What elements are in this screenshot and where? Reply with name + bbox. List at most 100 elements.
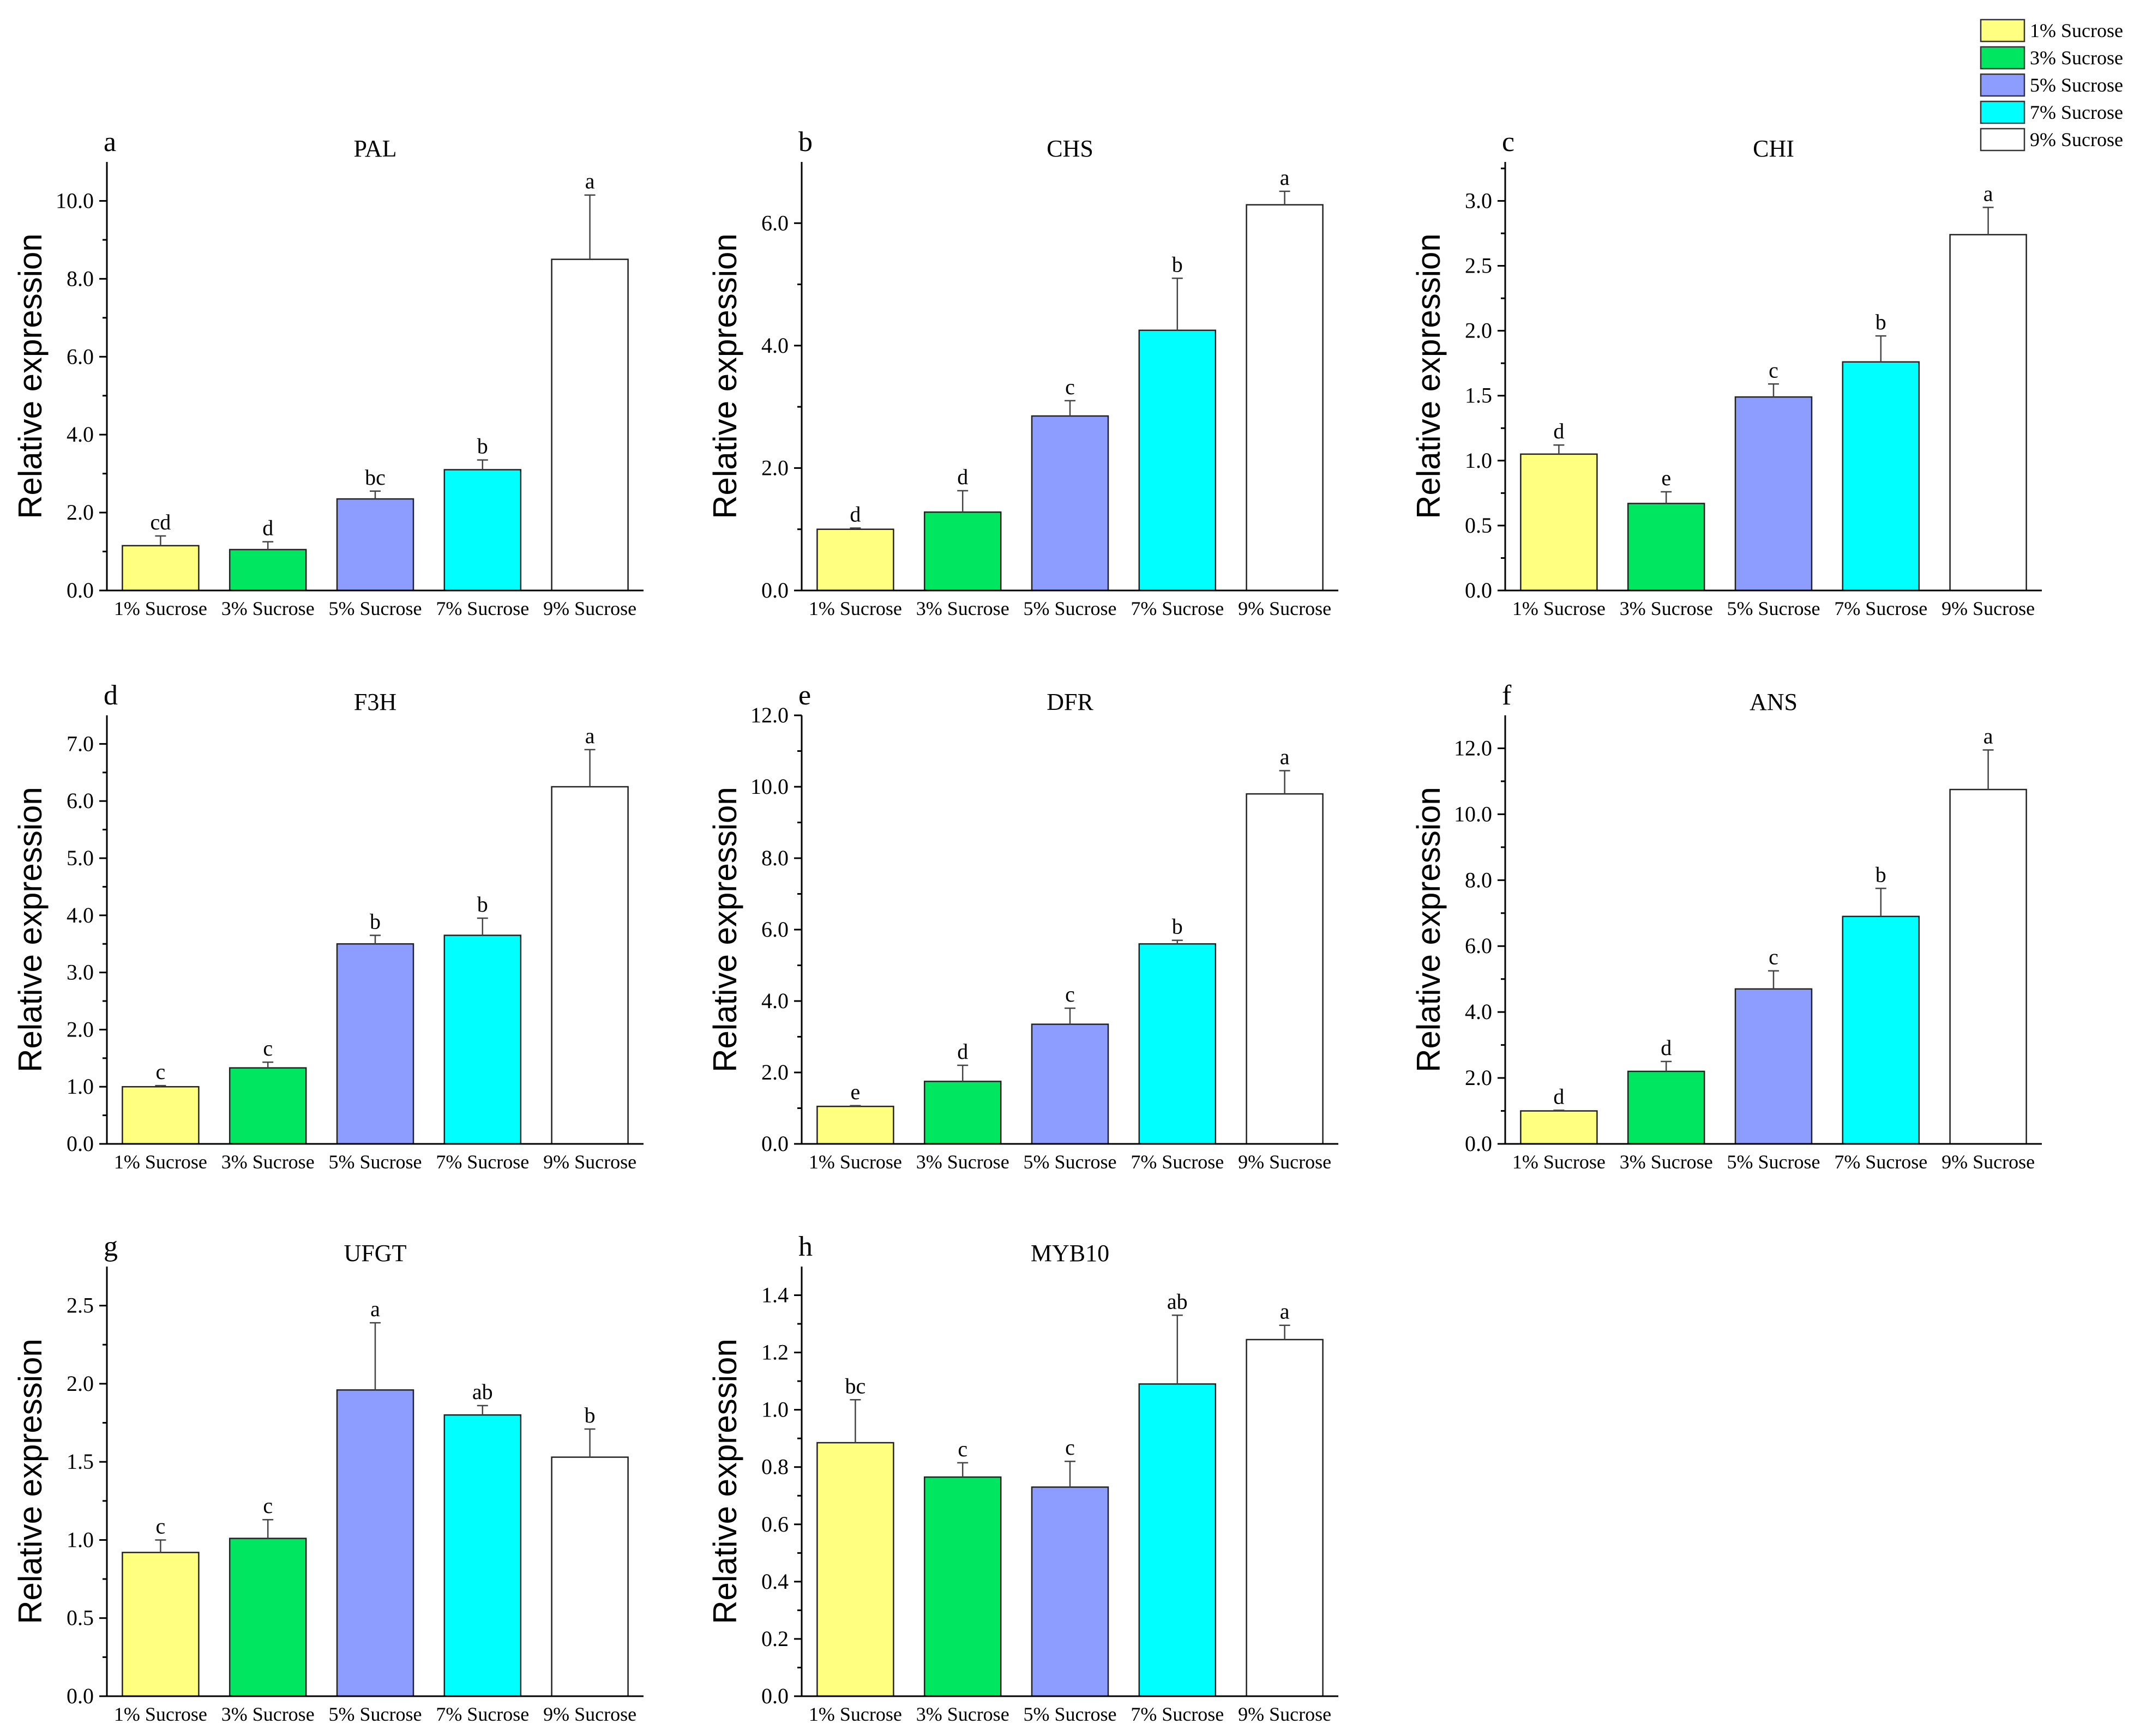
x-tick-label: 5% Sucrose <box>1727 1151 1820 1173</box>
bar-group: c 3% Sucrose <box>221 1036 315 1173</box>
bar-group: d 1% Sucrose <box>1512 419 1606 619</box>
y-tick-label: 0.0 <box>67 578 94 602</box>
significance-letter: d <box>1661 1035 1672 1060</box>
bar-group: a 9% Sucrose <box>543 169 636 619</box>
significance-letter: a <box>1983 181 1993 206</box>
bar <box>923 511 1002 592</box>
y-tick-label: 0.0 <box>67 1131 94 1156</box>
y-tick-label: 4.0 <box>67 422 94 447</box>
legend-item: 3% Sucrose <box>1980 46 2123 70</box>
bar <box>443 469 522 592</box>
y-axis-label: Relative expression <box>707 787 743 1072</box>
significance-letter: ab <box>472 1379 493 1404</box>
bar <box>816 1105 894 1145</box>
y-tick-label: 1.0 <box>67 1527 94 1552</box>
chart-title: F3H <box>354 689 396 715</box>
x-tick-label: 7% Sucrose <box>1834 1151 1927 1173</box>
chart-title: ANS <box>1750 689 1798 715</box>
bar <box>336 1389 414 1697</box>
bar <box>443 935 522 1145</box>
panel-e: e DFR Relative expression 0.0 2.0 4.0 6.0 8.0 10… <box>707 680 1338 1173</box>
y-tick-label: 4.0 <box>67 903 94 927</box>
bar <box>1734 988 1813 1145</box>
significance-letter: d <box>957 465 968 489</box>
y-tick-label: 0.4 <box>761 1569 789 1594</box>
bar <box>229 1067 307 1145</box>
y-tick-label: 10.0 <box>1454 801 1492 826</box>
y-tick-label: 1.5 <box>67 1449 94 1474</box>
significance-letter: c <box>958 1437 967 1461</box>
bar <box>229 548 307 592</box>
bar-group: cd 1% Sucrose <box>114 510 207 619</box>
significance-letter: c <box>156 1514 166 1538</box>
bar <box>1246 204 1324 592</box>
bar-group: d 1% Sucrose <box>1512 1084 1606 1173</box>
significance-letter: a <box>1280 1299 1290 1324</box>
legend-label: 7% Sucrose <box>2030 101 2123 123</box>
bar-group: d 1% Sucrose <box>809 502 902 619</box>
panel-letter: a <box>104 126 116 158</box>
significance-letter: d <box>850 502 861 526</box>
bar-group: bc 1% Sucrose <box>809 1373 902 1725</box>
bar-group: d 3% Sucrose <box>916 465 1009 619</box>
significance-letter: ab <box>1167 1289 1188 1313</box>
significance-letter: b <box>477 892 488 917</box>
bar-group: b 9% Sucrose <box>543 1403 636 1725</box>
legend-label: 9% Sucrose <box>2030 129 2123 150</box>
bar-group: b 7% Sucrose <box>1834 862 1927 1173</box>
legend-label: 3% Sucrose <box>2030 47 2123 69</box>
y-axis-label: Relative expression <box>1410 787 1447 1072</box>
bar-group: bc 5% Sucrose <box>329 465 422 619</box>
legend-swatch <box>1980 100 2025 124</box>
panel-letter: h <box>798 1231 813 1262</box>
bar <box>122 1086 200 1145</box>
significance-letter: c <box>1769 945 1778 969</box>
y-tick-label: 2.0 <box>1465 1065 1492 1090</box>
x-tick-label: 7% Sucrose <box>436 1151 529 1173</box>
x-tick-label: 5% Sucrose <box>329 598 422 619</box>
x-tick-label: 5% Sucrose <box>329 1151 422 1173</box>
legend-label: 5% Sucrose <box>2030 74 2123 96</box>
x-tick-label: 3% Sucrose <box>221 598 315 619</box>
bar <box>336 943 414 1145</box>
legend-item: 5% Sucrose <box>1980 73 2123 97</box>
y-tick-label: 0.2 <box>761 1626 789 1651</box>
y-axis-label: Relative expression <box>12 1339 49 1624</box>
panel-letter: e <box>798 680 811 711</box>
y-tick-label: 8.0 <box>1465 867 1492 892</box>
legend-swatch <box>1980 128 2025 152</box>
bar-group: d 3% Sucrose <box>1620 1035 1713 1173</box>
bar <box>551 786 629 1145</box>
bar-group: b 7% Sucrose <box>1834 310 1927 619</box>
x-tick-label: 9% Sucrose <box>1238 1151 1331 1173</box>
panel-h: h MYB10 Relative expression 0.0 0.2 0.4 0.6 0.8… <box>707 1231 1338 1725</box>
x-tick-label: 7% Sucrose <box>436 598 529 619</box>
bar <box>443 1414 522 1697</box>
legend-item: 1% Sucrose <box>1980 19 2123 43</box>
y-tick-label: 12.0 <box>750 703 789 727</box>
x-tick-label: 5% Sucrose <box>1727 598 1820 619</box>
significance-letter: b <box>585 1403 596 1427</box>
bar-group: ab 7% Sucrose <box>436 1379 529 1725</box>
significance-letter: b <box>370 909 381 933</box>
x-tick-label: 1% Sucrose <box>1512 598 1606 619</box>
bar <box>1734 396 1813 592</box>
y-tick-label: 8.0 <box>761 846 789 870</box>
bar-group: e 3% Sucrose <box>1620 466 1713 619</box>
bar-group: c 5% Sucrose <box>1727 945 1820 1173</box>
bar <box>1246 793 1324 1145</box>
y-tick-label: 0.5 <box>1465 513 1492 538</box>
y-tick-label: 4.0 <box>761 988 789 1013</box>
x-tick-label: 7% Sucrose <box>436 1703 529 1725</box>
y-tick-label: 2.5 <box>67 1293 94 1318</box>
y-tick-label: 0.8 <box>761 1455 789 1479</box>
y-tick-label: 0.0 <box>761 1131 789 1156</box>
x-tick-label: 1% Sucrose <box>809 1703 902 1725</box>
x-tick-label: 5% Sucrose <box>1024 598 1117 619</box>
significance-letter: a <box>1983 724 1993 748</box>
bar <box>1949 788 2027 1145</box>
chart-title: MYB10 <box>1031 1240 1109 1267</box>
panel-letter: c <box>1502 126 1514 158</box>
panel-g: g UFGT Relative expression 0.0 0.5 1.0 1.5 2.0 2… <box>12 1231 644 1725</box>
